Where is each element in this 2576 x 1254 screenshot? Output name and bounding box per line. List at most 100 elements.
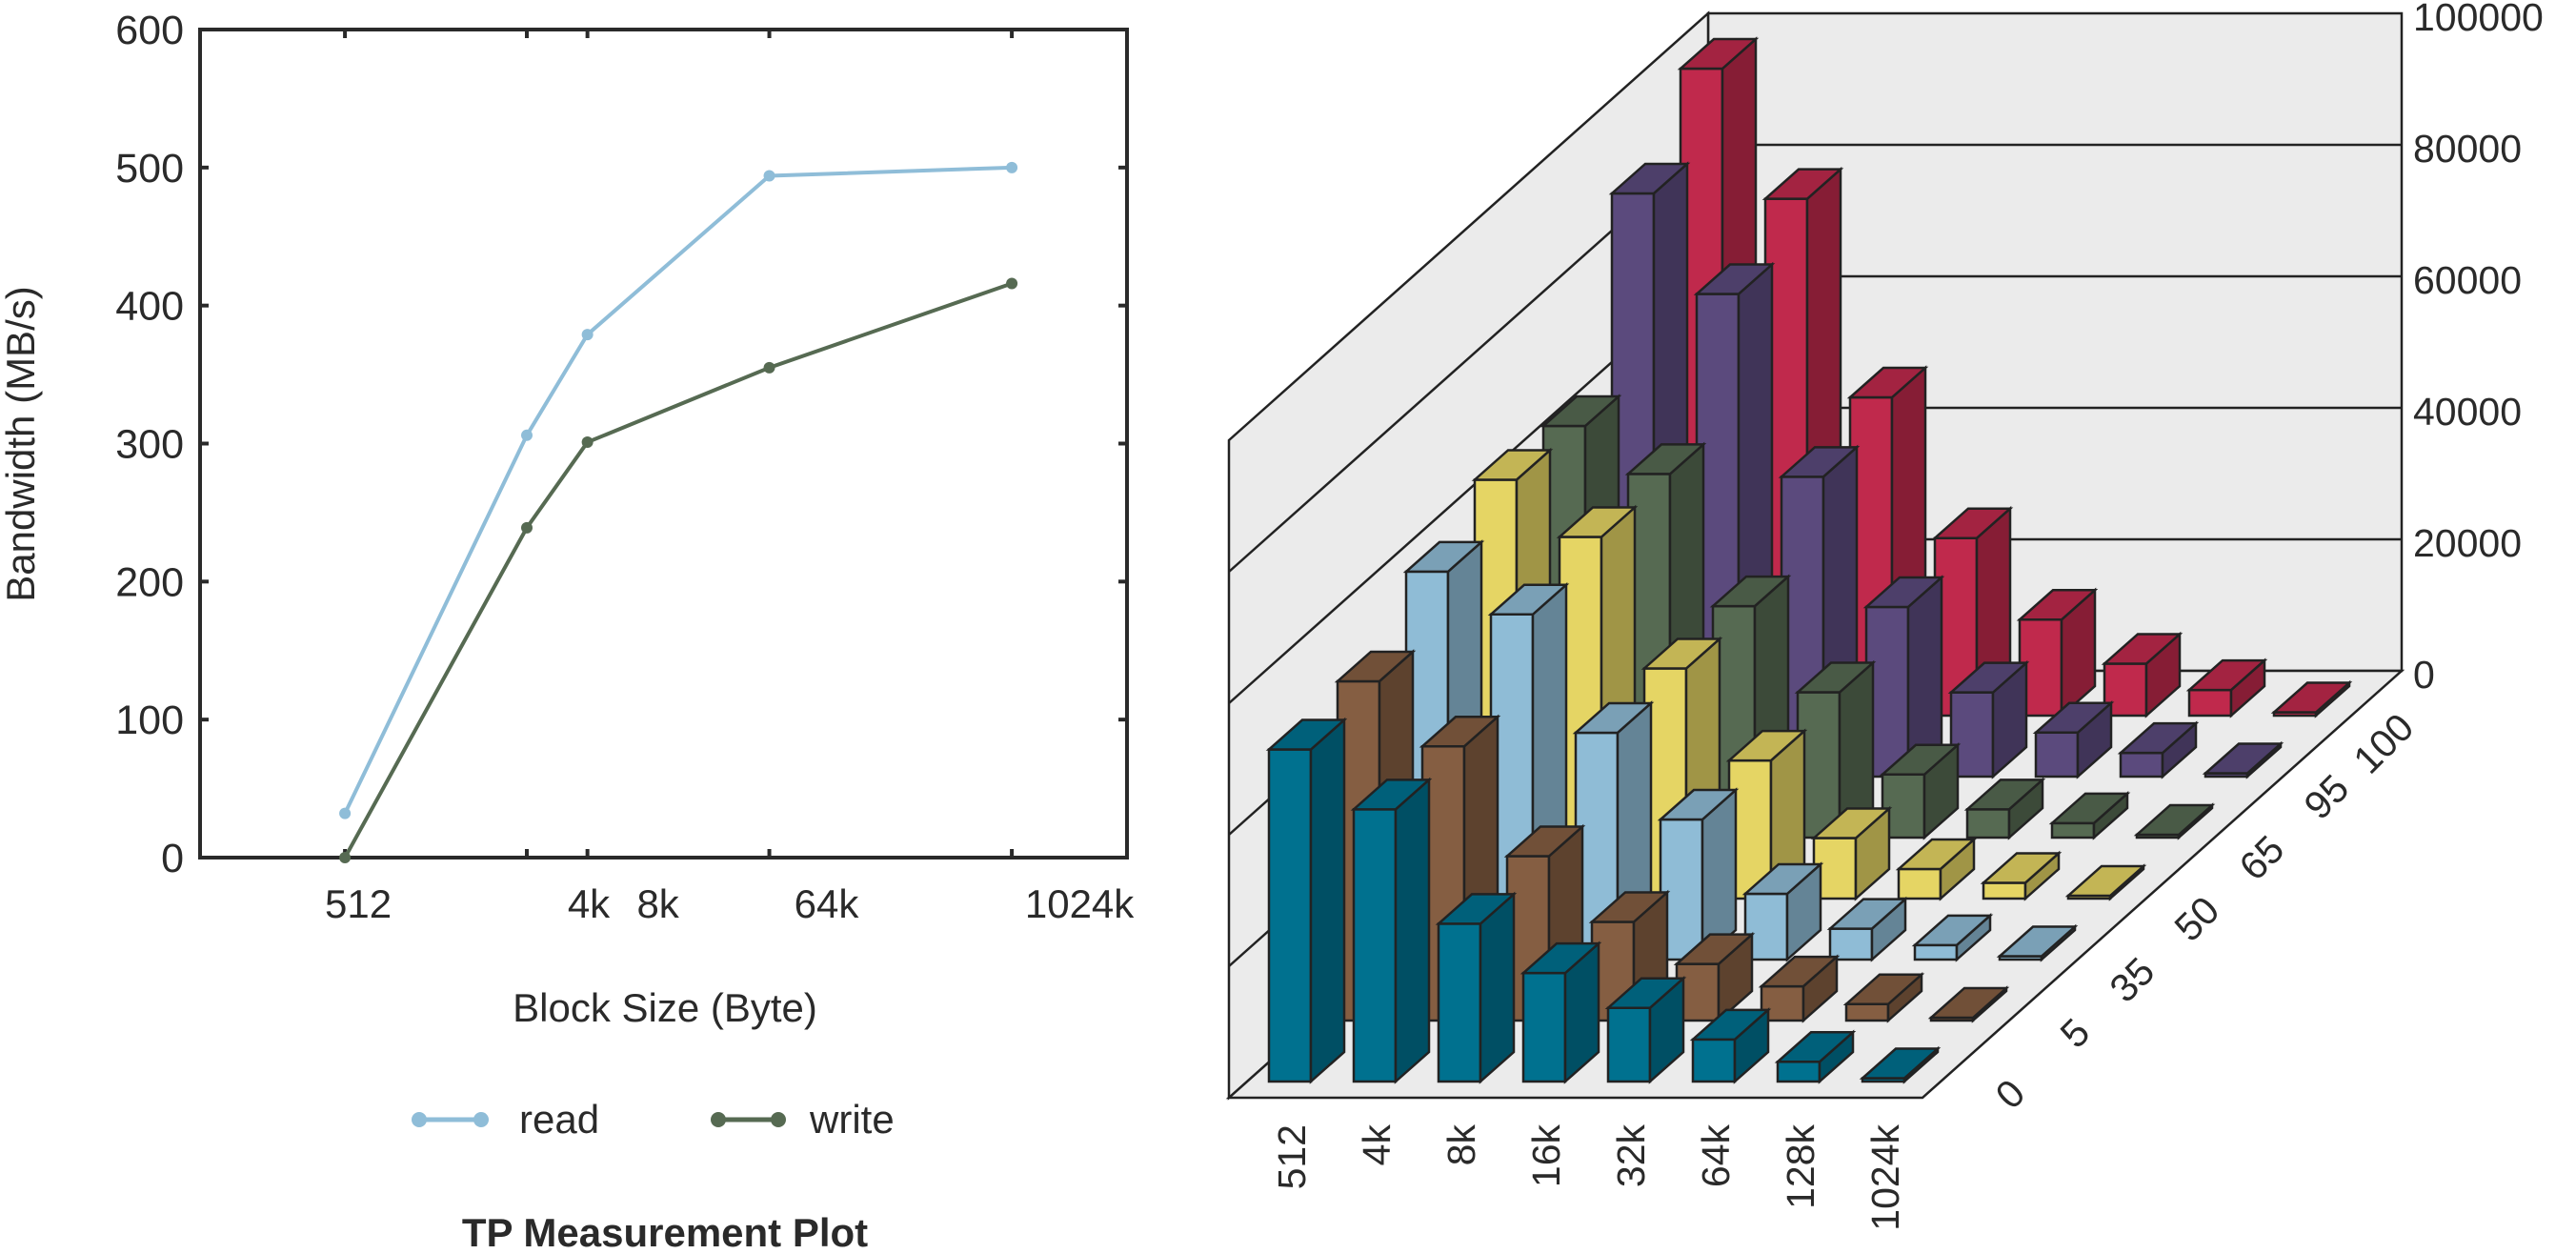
bar-top-face xyxy=(1588,891,1671,923)
bar-front-face xyxy=(1828,927,1874,961)
bar-65-16k xyxy=(1794,659,1877,840)
x-tick-label: 8k xyxy=(636,881,679,926)
bar-top-face xyxy=(2185,658,2268,692)
data-point-write xyxy=(1006,277,1018,290)
data-point-write xyxy=(763,361,775,374)
bar-top-face xyxy=(1911,914,1994,947)
bar-top-face xyxy=(1846,366,1929,399)
z-tick-label: 20000 xyxy=(2413,521,2522,565)
bar-top-face xyxy=(2064,864,2147,898)
bar-100-128k xyxy=(2185,657,2268,718)
bar-top-face xyxy=(1810,807,1893,839)
bar-front-face xyxy=(1982,881,2027,900)
bar-0-16k xyxy=(1519,940,1602,1084)
x-category-label: 32k xyxy=(1609,1124,1653,1188)
bar-35-128k xyxy=(1911,913,1994,962)
x-tick-label: 64k xyxy=(795,881,860,926)
bar-95-64k xyxy=(2032,699,2115,779)
data-point-read xyxy=(763,170,775,182)
bar-top-face xyxy=(2048,792,2131,825)
legend-label-read: read xyxy=(519,1097,599,1142)
z-tick-label: 100000 xyxy=(2413,0,2544,39)
bar-top-face xyxy=(1640,637,1723,670)
bar-front-face xyxy=(2034,731,2080,779)
series-line-read xyxy=(343,165,1013,815)
bar-top-face xyxy=(1402,540,1485,574)
bar-front-face xyxy=(1352,808,1398,1083)
bar-95-1024k xyxy=(2202,740,2284,779)
bar-front-face xyxy=(1965,808,2011,839)
bar-top-face xyxy=(1709,575,1792,608)
data-point-read xyxy=(521,429,533,441)
bar-top-face xyxy=(1774,1031,1857,1063)
bar-top-face xyxy=(1826,898,1909,930)
bar-top-face xyxy=(1419,716,1501,748)
bar-top-face xyxy=(2101,633,2184,665)
bar-0-512 xyxy=(1265,717,1348,1084)
y-tick-label: 500 xyxy=(115,146,184,192)
bar-top-face xyxy=(1540,394,1622,428)
bar-top-face xyxy=(2202,742,2284,775)
bar-top-face xyxy=(1503,825,1586,858)
bar-side-face xyxy=(1309,717,1346,1084)
bar-top-face xyxy=(1350,779,1433,811)
bar-front-face xyxy=(1437,922,1482,1083)
bar-0-64k xyxy=(1689,1007,1772,1084)
depth-label: 0 xyxy=(1987,1071,2034,1118)
bar-front-face xyxy=(1913,943,1959,961)
bar-top-face xyxy=(1859,1047,1942,1080)
bar-top-face xyxy=(1435,893,1518,925)
bar-top-face xyxy=(1657,788,1740,821)
x-category-label: 64k xyxy=(1694,1124,1738,1188)
bar-top-face xyxy=(2270,681,2353,714)
bar-side-face xyxy=(1394,777,1431,1084)
bar-top-face xyxy=(2032,701,2115,735)
depth-label: 100 xyxy=(2345,705,2422,782)
y-axis-label: Bandwidth (MB/s) xyxy=(0,286,43,601)
bar-5-1024k xyxy=(1927,985,2010,1023)
bar-top-face xyxy=(1794,661,1877,694)
data-point-read xyxy=(1006,161,1018,173)
bar-front-face xyxy=(2119,751,2164,779)
bar-5-128k xyxy=(1842,971,1925,1023)
bar-top-face xyxy=(1778,446,1861,478)
z-tick-label: 0 xyxy=(2413,653,2435,697)
bar-top-face xyxy=(1624,443,1707,475)
bar-front-face xyxy=(2187,688,2233,718)
series-line-write xyxy=(343,281,1013,859)
bar-top-face xyxy=(1265,718,1348,751)
line-chart-title: TP Measurement Plot xyxy=(462,1210,868,1254)
bar-top-face xyxy=(1761,168,1844,200)
bar-front-face xyxy=(1776,1061,1821,1083)
bar-top-face xyxy=(1519,941,1602,975)
bar-front-face xyxy=(2050,821,2096,839)
z-tick-label: 40000 xyxy=(2413,390,2522,434)
bar-top-face xyxy=(2117,721,2200,755)
x-category-label: 128k xyxy=(1779,1124,1822,1209)
bar-front-face xyxy=(1897,867,1942,900)
bar-0-128k xyxy=(1774,1029,1857,1084)
x-tick-label: 512 xyxy=(325,881,392,926)
bar-top-face xyxy=(1677,37,1760,71)
bar-top-face xyxy=(1980,852,2063,884)
data-point-write xyxy=(339,852,352,863)
bar-top-face xyxy=(1693,263,1776,295)
x-category-label: 4k xyxy=(1355,1124,1399,1166)
bar-top-face xyxy=(1879,743,1962,777)
bar-100-64k xyxy=(2101,631,2184,718)
bar-0-4k xyxy=(1350,777,1433,1084)
bar-front-face xyxy=(1267,748,1313,1083)
bar-0-8k xyxy=(1435,891,1518,1084)
bar-side-face xyxy=(1479,891,1516,1084)
bar-top-face xyxy=(2016,589,2099,621)
bar-35-64k xyxy=(1826,896,1909,962)
bar-50-64k xyxy=(1895,837,1978,901)
bar-top-face xyxy=(1895,838,1978,871)
legend-label-write: write xyxy=(809,1097,895,1142)
bar-top-face xyxy=(2133,803,2216,837)
bar-top-face xyxy=(1487,583,1570,616)
bar-top-face xyxy=(1604,977,1687,1009)
data-point-read xyxy=(339,807,352,819)
bar-front-face xyxy=(1521,971,1567,1083)
